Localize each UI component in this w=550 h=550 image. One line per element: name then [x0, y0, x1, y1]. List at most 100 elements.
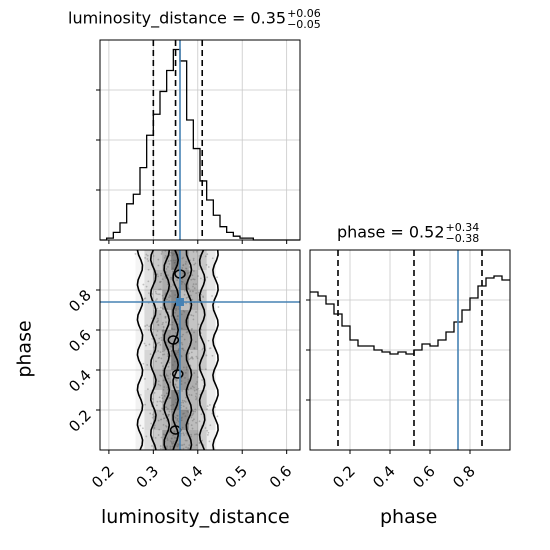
density-cell	[144, 290, 154, 310]
scatter-point	[192, 250, 195, 253]
scatter-point	[216, 415, 219, 418]
title-phase-param: phase	[337, 222, 386, 242]
joint-density-shading	[135, 250, 216, 450]
scatter-point	[151, 416, 154, 419]
scatter-point	[171, 270, 174, 273]
density-cell	[144, 330, 154, 350]
scatter-point	[196, 433, 199, 436]
scatter-point	[164, 250, 167, 252]
scatter-point	[197, 323, 200, 326]
scatter-point	[195, 250, 198, 253]
density-cell	[171, 350, 180, 370]
title-ld-param: luminosity_distance	[68, 8, 227, 28]
scatter-point	[193, 418, 195, 421]
contour-loop-0	[167, 335, 180, 345]
scatter-point	[198, 420, 201, 423]
density-cell	[162, 330, 172, 350]
scatter-point	[192, 410, 195, 413]
joint-ytick-label-3: 0.8	[65, 286, 95, 316]
contour-line-2	[163, 249, 171, 451]
scatter-point	[197, 291, 200, 294]
scatter-point	[209, 424, 212, 427]
scatter-point	[155, 321, 158, 324]
density-cell	[206, 290, 216, 310]
scatter-point	[193, 278, 196, 281]
scatter-point	[189, 357, 192, 360]
joint-xtick-label-3: 0.5	[221, 462, 251, 492]
scatter-point	[168, 361, 171, 364]
scatter-point	[206, 276, 209, 279]
scatter-point	[149, 412, 152, 415]
scatter-point	[168, 262, 171, 265]
scatter-point	[183, 443, 186, 446]
scatter-point	[160, 336, 163, 339]
scatter-point	[156, 298, 158, 300]
scatter-point	[155, 334, 158, 337]
scatter-point	[160, 274, 162, 277]
scatter-point	[154, 290, 157, 293]
scatter-point	[195, 398, 197, 401]
scatter-point	[184, 439, 187, 442]
scatter-point	[167, 415, 170, 418]
scatter-point	[163, 353, 166, 356]
density-cell	[206, 330, 216, 350]
scatter-point	[182, 333, 184, 336]
scatter-point	[144, 297, 147, 300]
scatter-point	[195, 392, 198, 395]
density-cell	[180, 390, 189, 410]
title-ld-plus: +0.06	[287, 7, 321, 20]
ld-histogram-step	[100, 48, 300, 241]
scatter-point	[190, 416, 193, 419]
scatter-point	[190, 351, 193, 354]
density-cell	[135, 430, 145, 450]
scatter-point	[147, 260, 150, 262]
scatter-point	[144, 377, 146, 380]
scatter-point	[146, 254, 149, 257]
scatter-point	[196, 357, 199, 360]
scatter-point	[211, 354, 214, 357]
scatter-point	[195, 311, 197, 313]
xlabel-phase: phase	[380, 506, 438, 528]
scatter-point	[182, 401, 185, 404]
density-cell	[135, 310, 145, 330]
scatter-point	[206, 253, 209, 256]
scatter-point	[183, 289, 186, 292]
scatter-point	[192, 285, 194, 288]
scatter-point	[162, 321, 164, 324]
xlabel-luminosity-distance: luminosity_distance	[101, 506, 290, 528]
density-cell	[206, 250, 216, 270]
scatter-point	[166, 266, 169, 268]
scatter-point	[202, 347, 204, 350]
scatter-point	[148, 292, 150, 295]
scatter-point	[159, 313, 162, 316]
scatter-point	[193, 331, 195, 334]
scatter-point	[174, 378, 177, 381]
scatter-point	[192, 412, 195, 415]
scatter-point	[156, 330, 159, 332]
scatter-point	[195, 383, 197, 385]
scatter-point	[194, 408, 197, 411]
scatter-point	[192, 318, 195, 321]
scatter-point	[161, 278, 164, 281]
scatter-point	[191, 328, 193, 330]
scatter-point	[160, 394, 163, 397]
scatter-point	[165, 268, 168, 270]
scatter-point	[167, 365, 170, 368]
scatter-point	[193, 347, 196, 350]
scatter-point	[156, 400, 159, 403]
scatter-point	[189, 290, 192, 293]
density-cell	[162, 410, 172, 430]
density-cell	[188, 290, 198, 310]
scatter-point	[190, 314, 193, 317]
scatter-point	[181, 343, 184, 346]
density-cell	[153, 390, 163, 410]
density-cell	[144, 390, 154, 410]
scatter-point	[185, 446, 188, 449]
scatter-point	[163, 349, 166, 352]
scatter-point	[158, 337, 161, 340]
scatter-point	[158, 396, 161, 399]
scatter-point	[185, 407, 188, 409]
density-cell	[197, 350, 207, 370]
scatter-point	[139, 424, 142, 427]
scatter-point	[157, 383, 160, 386]
